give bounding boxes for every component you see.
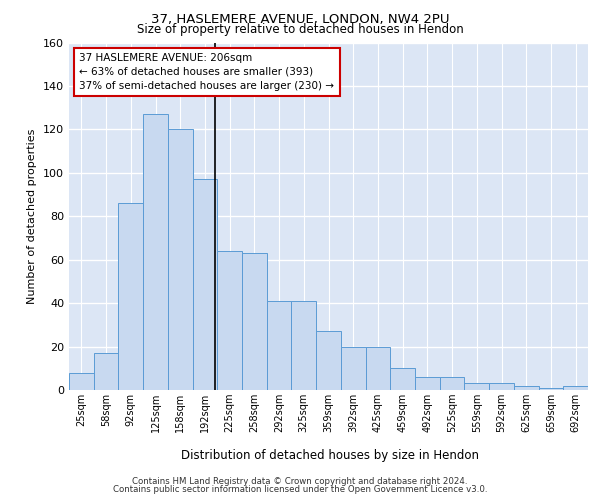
- Text: 37 HASLEMERE AVENUE: 206sqm
← 63% of detached houses are smaller (393)
37% of se: 37 HASLEMERE AVENUE: 206sqm ← 63% of det…: [79, 53, 334, 91]
- Bar: [168, 130, 193, 390]
- Bar: [539, 388, 563, 390]
- Text: Contains HM Land Registry data © Crown copyright and database right 2024.: Contains HM Land Registry data © Crown c…: [132, 477, 468, 486]
- Bar: [341, 346, 365, 390]
- Bar: [440, 377, 464, 390]
- Bar: [292, 301, 316, 390]
- Bar: [193, 180, 217, 390]
- Bar: [94, 353, 118, 390]
- Bar: [69, 372, 94, 390]
- Text: Contains public sector information licensed under the Open Government Licence v3: Contains public sector information licen…: [113, 485, 487, 494]
- Bar: [365, 346, 390, 390]
- Bar: [217, 251, 242, 390]
- Bar: [242, 253, 267, 390]
- Text: Size of property relative to detached houses in Hendon: Size of property relative to detached ho…: [137, 22, 463, 36]
- Bar: [316, 332, 341, 390]
- Bar: [118, 203, 143, 390]
- Bar: [514, 386, 539, 390]
- Bar: [390, 368, 415, 390]
- Y-axis label: Number of detached properties: Number of detached properties: [28, 128, 37, 304]
- Bar: [267, 301, 292, 390]
- Bar: [489, 384, 514, 390]
- Bar: [563, 386, 588, 390]
- Bar: [464, 384, 489, 390]
- Bar: [415, 377, 440, 390]
- Bar: [143, 114, 168, 390]
- Text: Distribution of detached houses by size in Hendon: Distribution of detached houses by size …: [181, 450, 479, 462]
- Text: 37, HASLEMERE AVENUE, LONDON, NW4 2PU: 37, HASLEMERE AVENUE, LONDON, NW4 2PU: [151, 12, 449, 26]
